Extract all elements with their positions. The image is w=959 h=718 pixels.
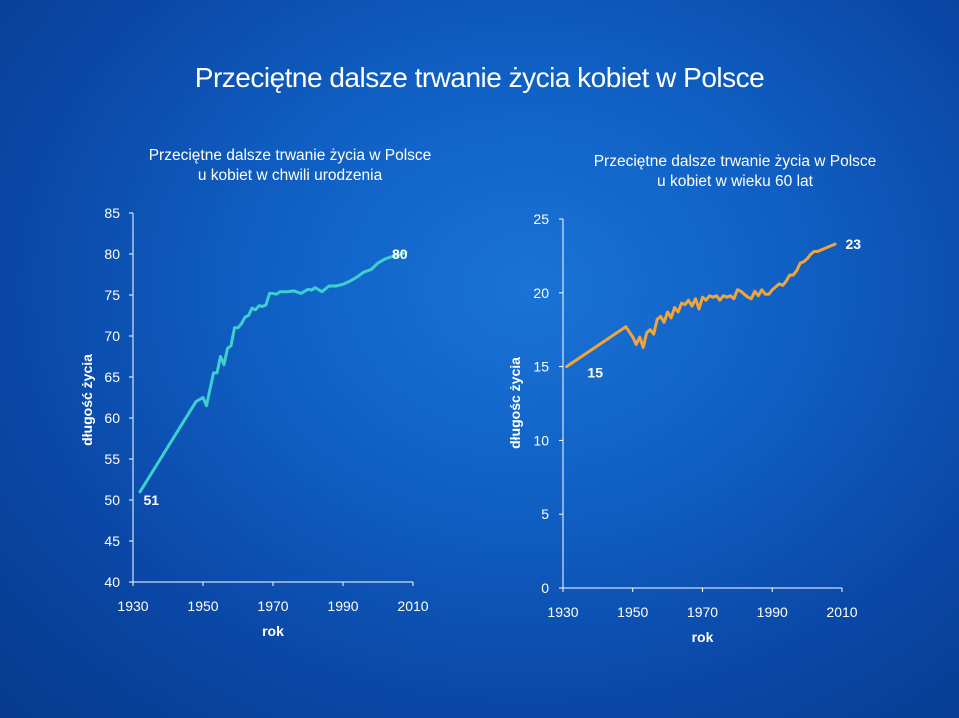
x-tick-label: 1930 — [117, 598, 148, 614]
data-label: 23 — [845, 236, 861, 252]
y-tick-label: 5 — [541, 506, 549, 522]
y-tick-label: 25 — [533, 211, 549, 227]
x-tick-label: 2010 — [826, 604, 857, 620]
data-label: 80 — [392, 246, 408, 262]
y-tick-label: 15 — [533, 359, 549, 375]
y-tick-label: 65 — [104, 369, 120, 385]
x-tick-label: 1990 — [327, 598, 358, 614]
x-tick-label: 1970 — [257, 598, 288, 614]
y-tick-label: 20 — [533, 285, 549, 301]
chart-1: 40 45 50 55 60 65 70 75 80 85 1930 1950 1970 1990 2010… — [79, 205, 429, 639]
y-axis-label: długość życia — [79, 354, 95, 446]
chart2-title-line1: Przeciętne dalsze trwanie życia w Polsce — [593, 153, 877, 170]
y-axis-label: długośc życia — [507, 357, 523, 449]
y-tick-label: 40 — [104, 574, 120, 590]
data-label: 15 — [587, 365, 603, 381]
x-tick-label: 1970 — [687, 604, 718, 620]
chart2-title-line2: u kobiet w wieku 60 lat — [657, 173, 813, 190]
y-tick-label: 85 — [104, 205, 120, 221]
series-line-1 — [565, 242, 837, 369]
chart-2: 0 5 10 15 20 25 1930 1950 1970 1990 2010 rok długośc… — [507, 211, 861, 645]
y-tick-label: 55 — [104, 451, 120, 467]
y-tick-label: 45 — [104, 533, 120, 549]
x-tick-label: 1950 — [187, 598, 218, 614]
x-axis-label: rok — [692, 629, 714, 645]
chart1-title-line1: Przeciętne dalsze trwanie życia w Polsce — [148, 147, 432, 164]
x-tick-label: 2010 — [397, 598, 428, 614]
x-tick-label: 1990 — [757, 604, 788, 620]
data-label: 51 — [144, 492, 160, 508]
y-tick-label: 75 — [104, 287, 120, 303]
x-tick-label: 1950 — [617, 604, 648, 620]
x-axis-label: rok — [262, 623, 284, 639]
y-tick-label: 0 — [541, 580, 549, 596]
y-tick-label: 70 — [104, 328, 120, 344]
chart1-title-line2: u kobiet w chwili urodzenia — [197, 167, 383, 184]
y-tick-label: 60 — [104, 410, 120, 426]
chart2-title: Przeciętne dalsze trwanie życia w Polsce… — [555, 152, 915, 192]
x-tick-label: 1930 — [547, 604, 578, 620]
slide-title: Przeciętne dalsze trwanie życia kobiet w… — [194, 62, 765, 93]
y-tick-label: 50 — [104, 492, 120, 508]
y-tick-label: 80 — [104, 246, 120, 262]
y-tick-label: 10 — [533, 432, 549, 448]
series-line-1 — [138, 250, 408, 494]
chart1-title: Przeciętne dalsze trwanie życia w Polsce… — [110, 146, 470, 186]
